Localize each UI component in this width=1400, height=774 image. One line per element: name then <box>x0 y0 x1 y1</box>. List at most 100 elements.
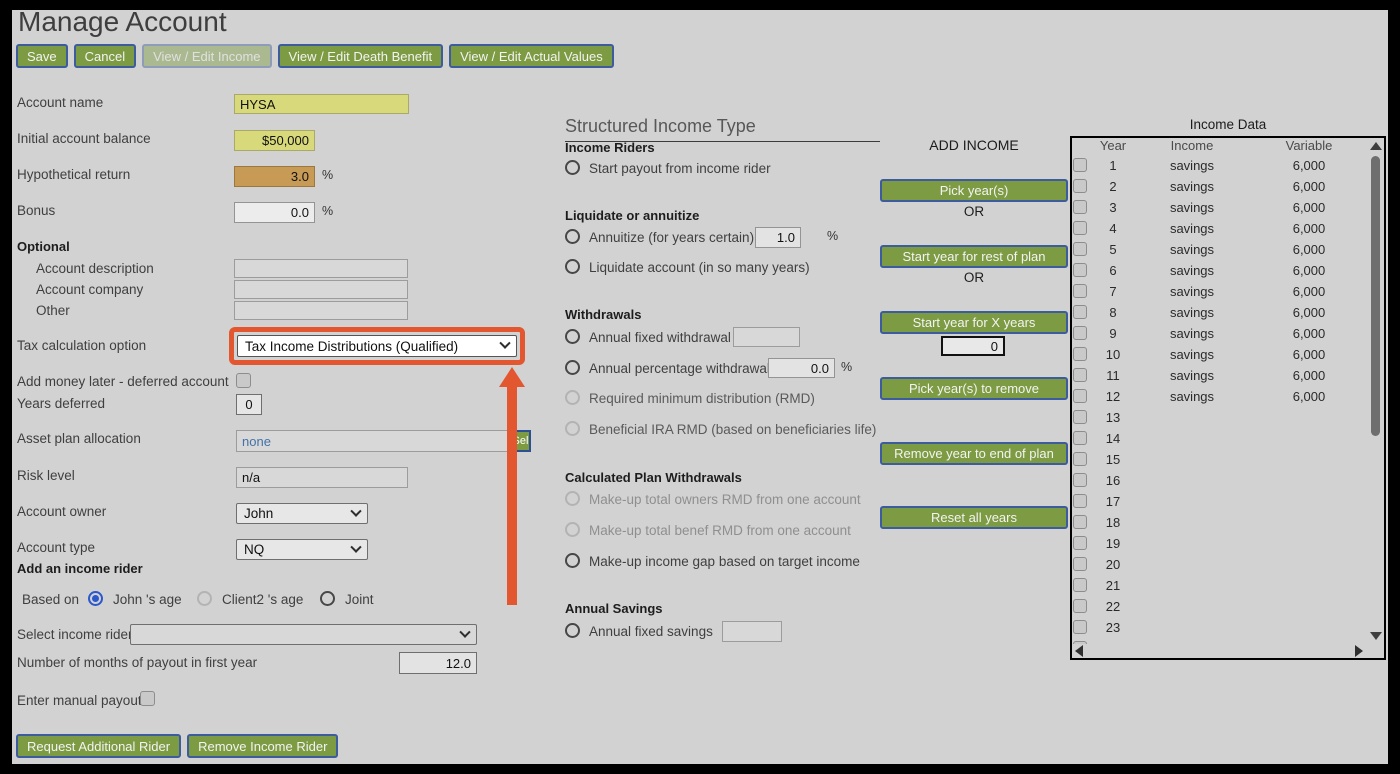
annual-fixed-savings-radio[interactable] <box>565 623 580 638</box>
vertical-scrollbar[interactable] <box>1370 138 1382 646</box>
chevron-down-icon <box>350 505 362 517</box>
view-edit-actual-values-button[interactable]: View / Edit Actual Values <box>449 44 614 68</box>
enter-manual-payout-checkbox[interactable] <box>140 691 155 706</box>
year-cell: 22 <box>1105 599 1121 614</box>
based-on-radio-john[interactable] <box>88 591 103 606</box>
liquidate-account-radio[interactable] <box>565 259 580 274</box>
row-checkbox[interactable] <box>1073 515 1087 529</box>
risk-level-input[interactable]: n/a <box>236 467 408 488</box>
months-payout-input[interactable]: 12.0 <box>399 652 477 674</box>
table-row: 6 savings 6,000 <box>1072 260 1372 281</box>
row-checkbox-wrap <box>1072 449 1088 470</box>
annual-percentage-radio[interactable] <box>565 360 580 375</box>
row-checkbox[interactable] <box>1073 347 1087 361</box>
row-checkbox[interactable] <box>1073 200 1087 214</box>
row-checkbox[interactable] <box>1073 452 1087 466</box>
reset-all-years-button[interactable]: Reset all years <box>880 506 1068 529</box>
row-checkbox[interactable] <box>1073 494 1087 508</box>
row-checkbox[interactable] <box>1073 263 1087 277</box>
year-cell: 20 <box>1105 557 1121 572</box>
horizontal-scrollbar[interactable] <box>1072 644 1384 658</box>
scroll-up-icon[interactable] <box>1370 142 1382 150</box>
account-owner-label: Account owner <box>17 504 107 519</box>
cancel-button[interactable]: Cancel <box>73 44 137 68</box>
annual-percentage-input[interactable]: 0.0 <box>768 358 835 378</box>
start-year-rest-button[interactable]: Start year for rest of plan <box>880 245 1068 268</box>
row-checkbox[interactable] <box>1073 158 1087 172</box>
row-checkbox[interactable] <box>1073 221 1087 235</box>
account-name-input[interactable]: HYSA <box>234 94 409 114</box>
year-cell: 14 <box>1105 431 1121 446</box>
account-description-input[interactable] <box>234 259 408 278</box>
start-year-x-button[interactable]: Start year for X years <box>880 311 1068 334</box>
row-checkbox-wrap <box>1072 155 1088 176</box>
annual-fixed-withdrawal-input[interactable] <box>733 327 800 347</box>
account-company-input[interactable] <box>234 280 408 299</box>
income-cell: savings <box>1169 368 1215 383</box>
row-checkbox[interactable] <box>1073 557 1087 571</box>
based-on-radio-joint[interactable] <box>320 591 335 606</box>
annuitize-radio[interactable] <box>565 229 580 244</box>
scroll-left-icon[interactable] <box>1075 645 1083 657</box>
remove-year-end-button[interactable]: Remove year to end of plan <box>880 442 1068 465</box>
account-type-select[interactable]: NQ <box>236 539 368 560</box>
row-checkbox[interactable] <box>1073 305 1087 319</box>
annual-percentage-label: Annual percentage withdrawal <box>589 361 770 376</box>
row-checkbox[interactable] <box>1073 599 1087 613</box>
account-owner-select[interactable]: John <box>236 503 368 524</box>
years-deferred-input[interactable]: 0 <box>236 394 262 415</box>
table-row: 23 <box>1072 617 1372 638</box>
scroll-right-icon[interactable] <box>1355 645 1363 657</box>
based-on-joint-label: Joint <box>345 592 374 607</box>
beneficial-rmd-radio <box>565 421 580 436</box>
initial-balance-input[interactable]: $50,000 <box>234 130 315 151</box>
scroll-down-icon[interactable] <box>1370 632 1382 640</box>
income-table-body: 1 savings 6,000 2 savings 6,000 3 saving… <box>1072 155 1372 648</box>
row-checkbox-wrap <box>1072 260 1088 281</box>
row-checkbox[interactable] <box>1073 410 1087 424</box>
row-checkbox[interactable] <box>1073 242 1087 256</box>
add-money-later-checkbox[interactable] <box>236 373 251 388</box>
row-checkbox[interactable] <box>1073 473 1087 487</box>
income-rider-select[interactable] <box>130 624 477 645</box>
pick-years-button[interactable]: Pick year(s) <box>880 179 1068 202</box>
pick-years-remove-button[interactable]: Pick year(s) to remove <box>880 377 1068 400</box>
beneficial-rmd-label: Beneficial IRA RMD (based on beneficiari… <box>589 422 877 437</box>
asset-plan-input[interactable]: none <box>236 430 509 452</box>
annual-fixed-withdrawal-radio[interactable] <box>565 329 580 344</box>
row-checkbox[interactable] <box>1073 578 1087 592</box>
row-checkbox[interactable] <box>1073 368 1087 382</box>
makeup-owners-label: Make-up total owners RMD from one accoun… <box>589 492 861 507</box>
bonus-input[interactable]: 0.0 <box>234 202 315 223</box>
account-description-label: Account description <box>36 261 154 276</box>
view-edit-income-button: View / Edit Income <box>142 44 272 68</box>
row-checkbox[interactable] <box>1073 284 1087 298</box>
row-checkbox[interactable] <box>1073 536 1087 550</box>
row-checkbox[interactable] <box>1073 326 1087 340</box>
row-checkbox[interactable] <box>1073 179 1087 193</box>
row-checkbox[interactable] <box>1073 431 1087 445</box>
view-edit-death-benefit-button[interactable]: View / Edit Death Benefit <box>277 44 444 68</box>
tax-option-select[interactable]: Tax Income Distributions (Qualified) <box>237 335 517 357</box>
hypothetical-return-input[interactable]: 3.0 <box>234 166 315 187</box>
rider-buttons: Request Additional Rider Remove Income R… <box>16 734 339 758</box>
remove-income-rider-button[interactable]: Remove Income Rider <box>187 734 339 758</box>
annuitize-input[interactable]: 1.0 <box>755 227 801 248</box>
table-row: 11 savings 6,000 <box>1072 365 1372 386</box>
annual-fixed-savings-input[interactable] <box>722 621 782 642</box>
row-checkbox[interactable] <box>1073 620 1087 634</box>
other-input[interactable] <box>234 301 408 320</box>
save-button[interactable]: Save <box>16 44 68 68</box>
variable-cell: 6,000 <box>1292 326 1326 341</box>
start-payout-radio[interactable] <box>565 160 580 175</box>
request-additional-rider-button[interactable]: Request Additional Rider <box>16 734 182 758</box>
annotation-arrow-head <box>499 367 525 387</box>
page-title: Manage Account <box>18 6 227 37</box>
variable-cell: 6,000 <box>1292 347 1326 362</box>
row-checkbox[interactable] <box>1073 389 1087 403</box>
x-years-input[interactable]: 0 <box>941 336 1005 356</box>
makeup-gap-radio[interactable] <box>565 553 580 568</box>
makeup-benef-radio <box>565 522 580 537</box>
scrollbar-thumb[interactable] <box>1371 156 1380 436</box>
based-on-radio-client2[interactable] <box>197 591 212 606</box>
